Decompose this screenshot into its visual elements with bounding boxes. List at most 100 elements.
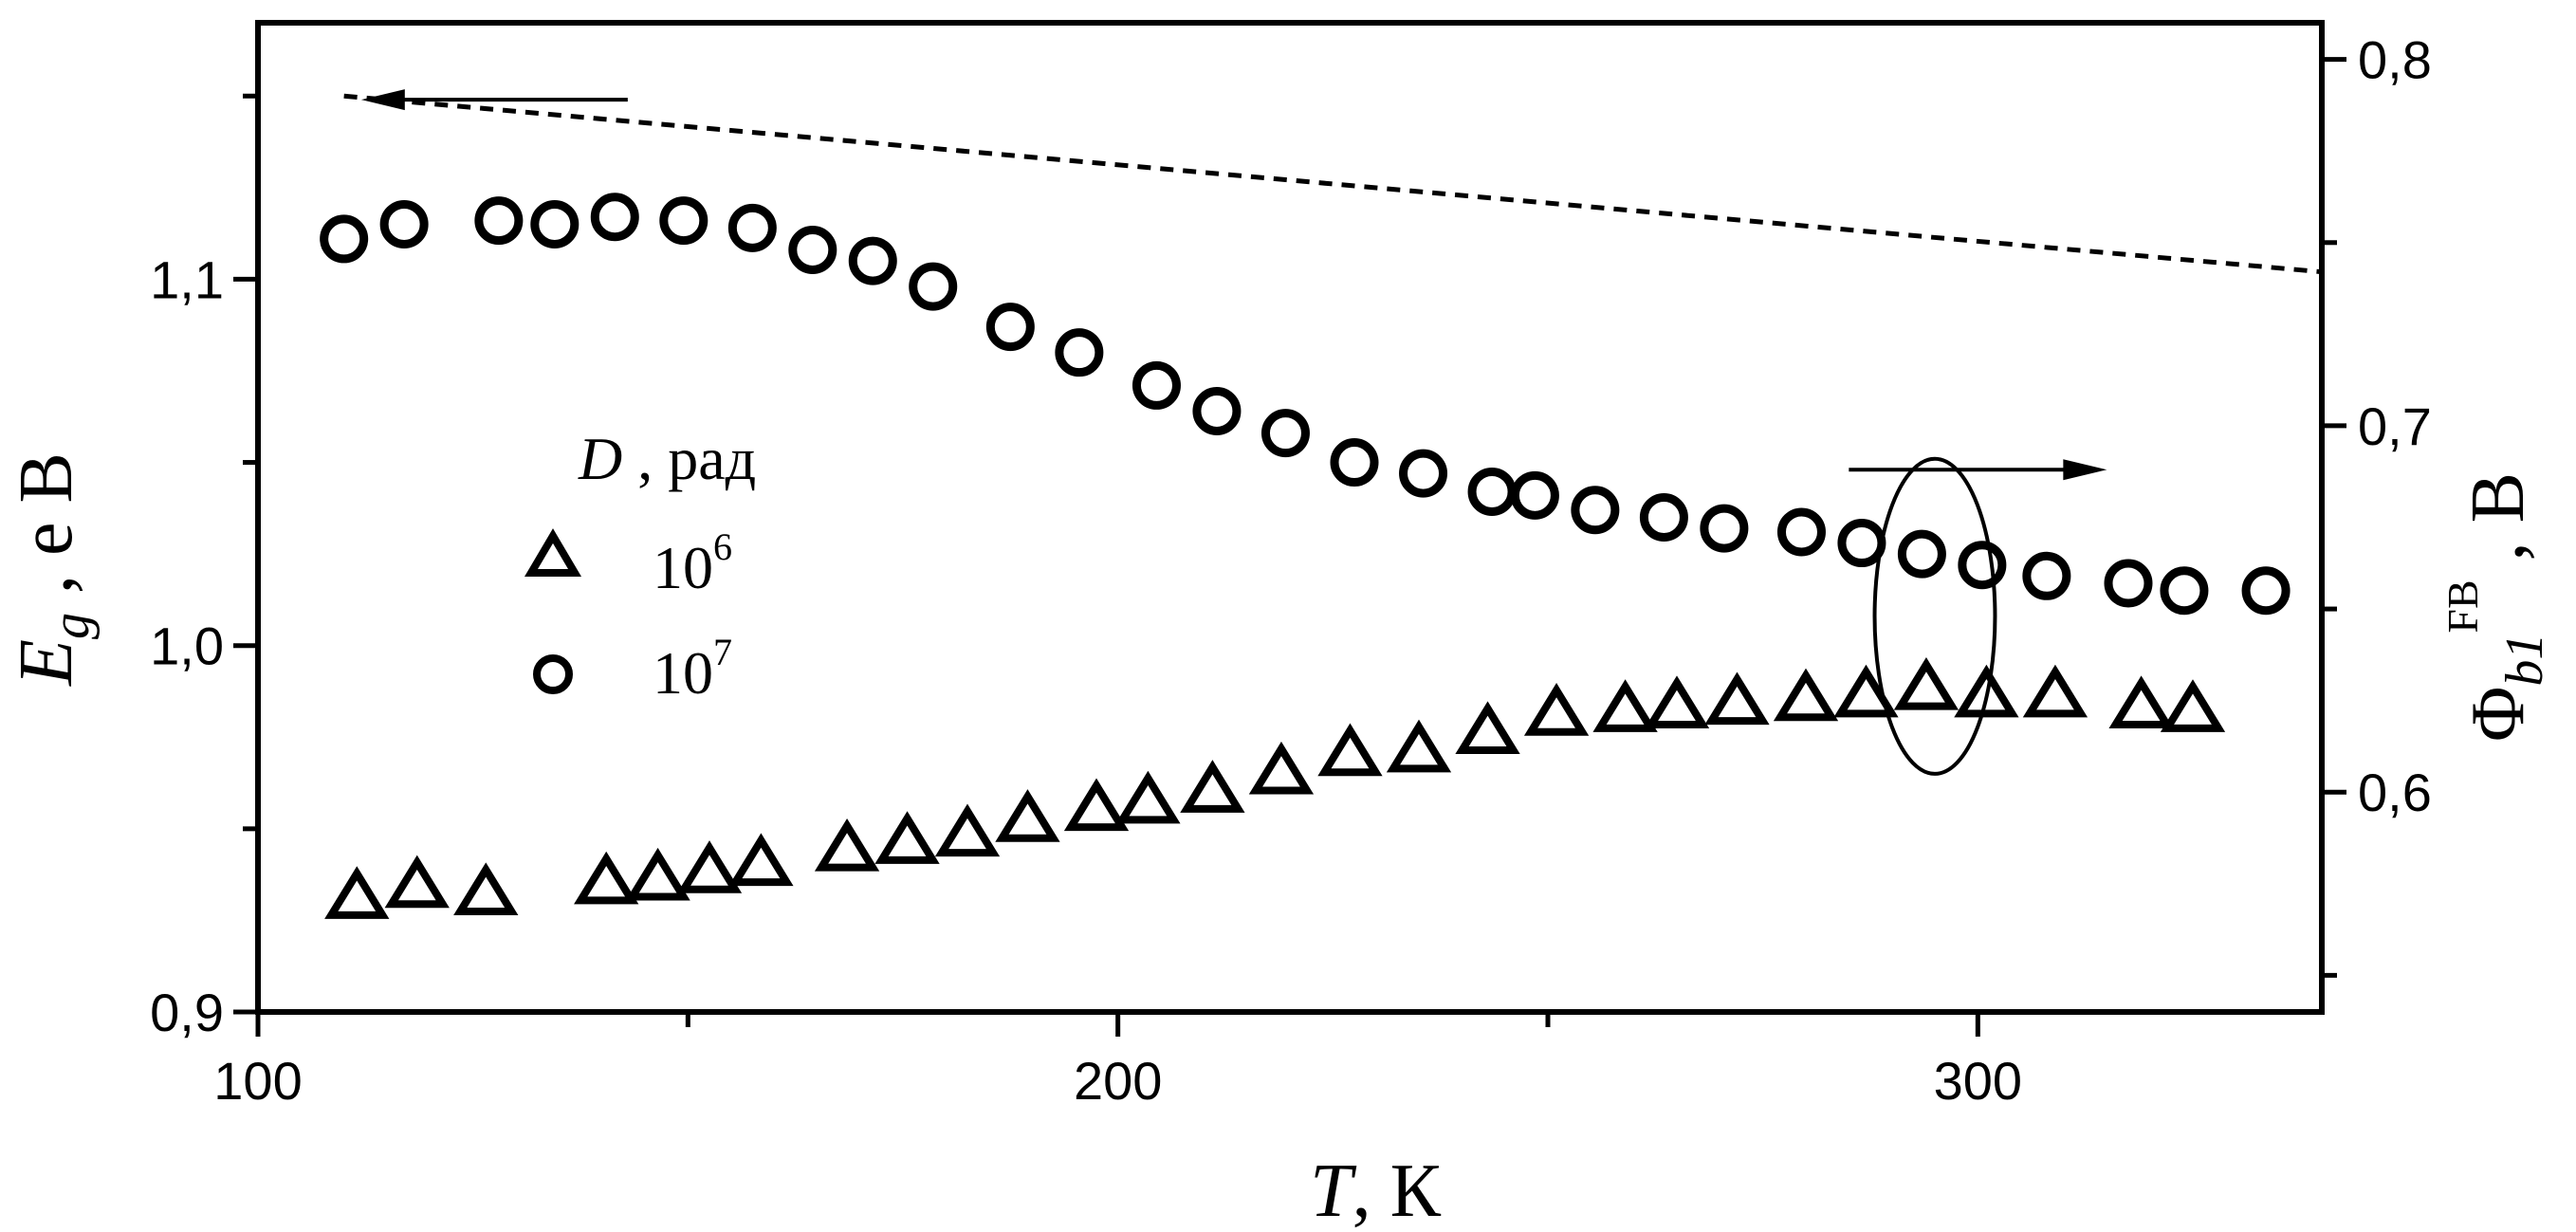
legend-label-1e7: 107	[653, 631, 732, 707]
circle-point	[1700, 504, 1749, 553]
circle-point	[848, 236, 897, 285]
legend-label-1e6-exponent: 6	[713, 525, 732, 568]
x-tick-label: 200	[1074, 1051, 1162, 1111]
circle-point	[788, 226, 837, 275]
triangle-point	[1644, 675, 1710, 728]
triangle-point	[574, 851, 639, 905]
arrow-head	[2063, 459, 2107, 481]
legend-title: D , рад	[578, 425, 756, 492]
triangle-point	[1773, 668, 1839, 722]
triangle-point	[625, 847, 690, 901]
triangle-point	[2160, 679, 2226, 732]
circle-point	[1132, 360, 1181, 410]
triangle-point	[1455, 701, 1520, 755]
right-y-axis-title-superscript: FB	[2438, 579, 2487, 633]
left-y-tick-labels: 0,9 1,0 1,1	[150, 249, 224, 1042]
circle-point	[474, 196, 524, 246]
right-y-axis-title-subscript: b1	[2495, 634, 2554, 687]
x-tick-label: 300	[1934, 1051, 2022, 1111]
triangle-point	[1063, 778, 1130, 832]
circle-point	[590, 193, 639, 242]
circle-point	[1192, 386, 1242, 435]
left-y-axis-title: Eg , е В	[5, 452, 101, 687]
triangle-point	[453, 862, 519, 915]
circle-point	[1897, 529, 1946, 579]
x-axis-title-unit: , К	[1352, 1149, 1442, 1232]
circle-point	[1055, 328, 1104, 377]
circle-point	[2022, 551, 2071, 600]
triangle-point	[384, 855, 450, 909]
left-y-tick-label: 1,0	[150, 616, 224, 676]
circle-point	[1510, 470, 1559, 520]
circle-point	[1639, 493, 1688, 542]
legend: D , рад 106 107	[524, 425, 756, 707]
triangle-point	[728, 833, 794, 887]
axis-ticks	[233, 57, 2346, 1037]
circle-point	[1399, 449, 1448, 498]
left-y-axis-title-symbol: E	[5, 639, 88, 687]
dashed-reference-line	[343, 93, 2323, 275]
triangle-point	[1386, 719, 1452, 773]
right-y-tick-label: 0,6	[2358, 763, 2432, 822]
legend-marker-triangle	[524, 528, 582, 577]
triangle-point	[1954, 664, 2019, 718]
circle-point	[2241, 566, 2291, 616]
triangle-point	[1523, 683, 1590, 736]
right-y-tick-labels: 0,6 0,7 0,8	[2358, 30, 2432, 823]
right-y-axis-title: Φb1FB , В	[2438, 472, 2554, 742]
left-y-tick-label: 1,1	[150, 249, 224, 309]
legend-marker-circle	[533, 654, 573, 694]
triangle-point	[2108, 675, 2174, 728]
plot-frame	[255, 20, 2325, 1015]
triangle-point	[2022, 664, 2088, 718]
triangle-point	[995, 789, 1060, 842]
triangle-point	[676, 840, 743, 893]
circle-point	[985, 303, 1035, 352]
triangle-point	[1180, 760, 1245, 813]
circle-point	[1330, 438, 1379, 487]
triangle-point	[1704, 671, 1770, 726]
circle-point	[1958, 541, 2007, 590]
right-y-axis-title-unit: , В	[2456, 472, 2540, 579]
circle-point	[1776, 507, 1826, 557]
legend-label-1e7-base: 10	[653, 639, 713, 707]
annotations	[360, 89, 2107, 776]
circle-point	[909, 262, 958, 311]
legend-title-unit: , рад	[622, 425, 756, 492]
legend-label-1e6: 106	[653, 525, 732, 601]
x-axis-title-symbol: T	[1310, 1149, 1357, 1232]
triangle-point	[1248, 741, 1315, 795]
circle-point	[2160, 566, 2209, 616]
x-axis-title: T, К	[1310, 1149, 1442, 1232]
dashed-line	[343, 93, 2323, 275]
circle-point	[727, 203, 777, 252]
left-y-axis-title-subscript: g	[42, 613, 101, 639]
triangle-point	[1893, 657, 1960, 710]
triangle-point	[1833, 664, 1899, 718]
triangle-point	[1592, 679, 1658, 732]
arrow-head	[360, 89, 405, 111]
right-y-tick-label: 0,7	[2358, 396, 2432, 456]
x-tick-labels: 100 200 300	[213, 1051, 2022, 1111]
circle-point	[1260, 409, 1310, 458]
left-y-tick-label: 0,9	[150, 983, 224, 1042]
circle-point	[2104, 559, 2153, 608]
triangle-point	[1317, 723, 1383, 777]
legend-title-symbol: D	[578, 425, 622, 492]
data-points	[320, 193, 2291, 919]
right-y-axis-title-symbol: Φ	[2456, 687, 2540, 742]
highlight-ellipse	[1872, 456, 1997, 776]
circle-point	[530, 199, 580, 248]
legend-label-1e7-exponent: 7	[713, 631, 732, 673]
triangle-point	[1115, 770, 1181, 824]
circle-point	[659, 196, 708, 246]
left-y-axis-title-unit: , е В	[5, 452, 88, 613]
x-tick-label: 100	[213, 1051, 302, 1111]
right-y-tick-label: 0,8	[2358, 30, 2432, 90]
circle-point	[1467, 467, 1517, 516]
legend-label-1e6-base: 10	[653, 534, 713, 601]
circle-point	[1837, 519, 1886, 568]
circle-point	[320, 214, 369, 264]
plot-border	[255, 20, 2325, 1015]
